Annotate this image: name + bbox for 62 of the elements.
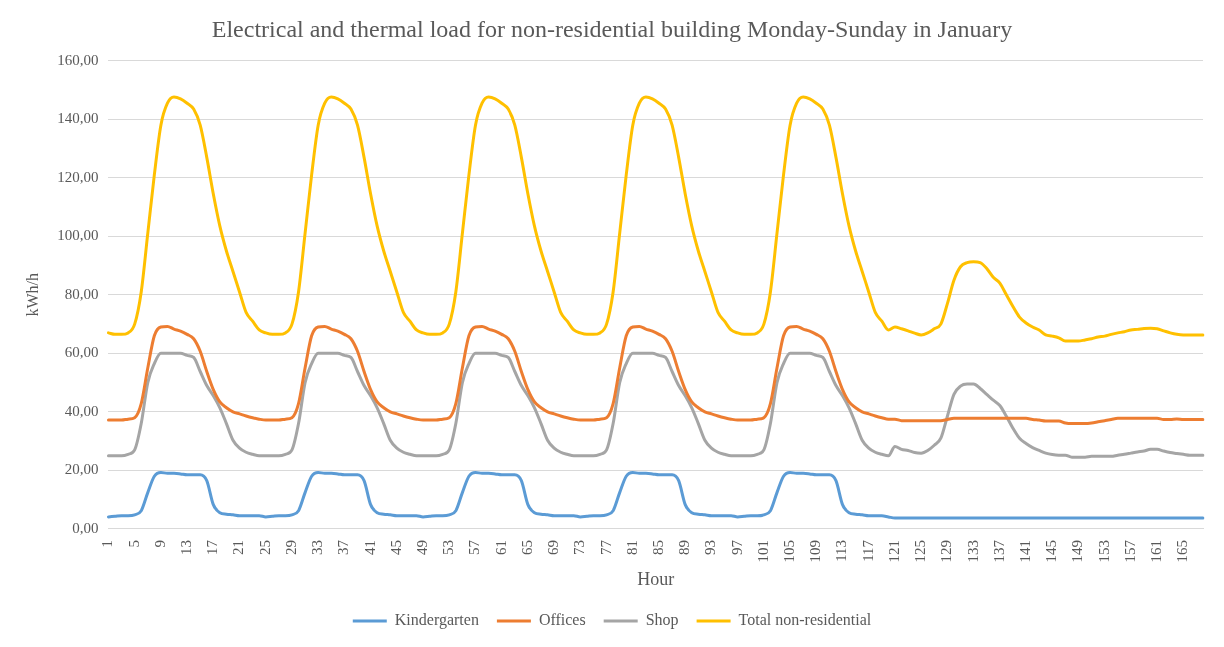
x-tick-label: 37: [335, 539, 352, 555]
y-tick-label: 140,00: [57, 110, 99, 127]
x-tick-label: 137: [990, 539, 1007, 563]
legend-label: Shop: [645, 611, 679, 630]
x-tick-label: 97: [728, 539, 745, 555]
y-tick-label: 160,00: [57, 51, 99, 68]
x-tick-label: 93: [702, 539, 719, 555]
x-tick-label: 133: [964, 539, 981, 563]
x-tick-label: 153: [1095, 539, 1112, 563]
x-tick-label: 29: [282, 539, 299, 555]
x-tick-label: 85: [649, 539, 666, 555]
x-tick-label: 157: [1121, 539, 1138, 563]
x-tick-label: 49: [413, 539, 430, 555]
x-tick-label: 109: [807, 539, 824, 563]
x-tick-label: 73: [571, 539, 588, 555]
x-tick-label: 121: [885, 539, 902, 563]
line-series: [106, 470, 1205, 520]
x-tick-label: 13: [178, 539, 195, 555]
line-series: [106, 351, 1205, 459]
x-tick-label: 117: [859, 539, 876, 562]
x-tick-label: 33: [309, 539, 326, 555]
x-tick-label: 105: [781, 539, 798, 563]
x-axis-title: Hour: [637, 568, 675, 589]
x-tick-label: 145: [1043, 539, 1060, 563]
y-tick-label: 100,00: [57, 227, 99, 244]
x-tick-label: 141: [1016, 539, 1033, 563]
x-tick-label: 61: [492, 539, 509, 555]
x-tick-label: 165: [1174, 539, 1191, 563]
x-tick-label: 161: [1148, 539, 1165, 563]
y-tick-label: 60,00: [64, 344, 99, 361]
x-tick-label: 1: [99, 539, 116, 548]
x-tick-label: 65: [518, 539, 535, 555]
x-tick-label: 5: [125, 539, 142, 548]
x-tick-label: 81: [623, 539, 640, 555]
x-tick-label: 77: [597, 539, 614, 555]
y-tick-label: 20,00: [64, 461, 99, 478]
x-tick-label: 41: [361, 539, 378, 555]
legend-label: Offices: [538, 611, 586, 629]
chart-title: Electrical and thermal load for non-residential building Monday-Sunday in January: [211, 15, 1013, 42]
x-tick-label: 25: [256, 539, 273, 555]
legend-label: Kindergarten: [394, 611, 479, 630]
line-series: [106, 95, 1205, 343]
x-tick-label: 125: [912, 539, 929, 563]
legend-label: Total non-residential: [738, 611, 872, 629]
x-tick-label: 69: [545, 539, 562, 555]
y-tick-label: 120,00: [57, 168, 99, 185]
x-tick-label: 57: [466, 539, 483, 555]
x-tick-label: 113: [833, 539, 850, 562]
x-tick-label: 9: [151, 539, 168, 548]
x-tick-label: 149: [1069, 539, 1086, 563]
y-axis-title: kWh/h: [23, 273, 41, 317]
y-tick-label: 40,00: [64, 402, 99, 419]
x-tick-label: 89: [676, 539, 693, 555]
x-tick-label: 129: [938, 539, 955, 563]
x-tick-label: 45: [387, 539, 404, 555]
x-tick-label: 21: [230, 539, 247, 555]
x-tick-label: 101: [754, 539, 771, 563]
line-series: [106, 324, 1205, 426]
x-tick-label: 17: [204, 539, 221, 555]
x-tick-label: 53: [440, 539, 457, 555]
y-tick-label: 0,00: [72, 519, 99, 536]
y-tick-label: 80,00: [64, 285, 99, 302]
